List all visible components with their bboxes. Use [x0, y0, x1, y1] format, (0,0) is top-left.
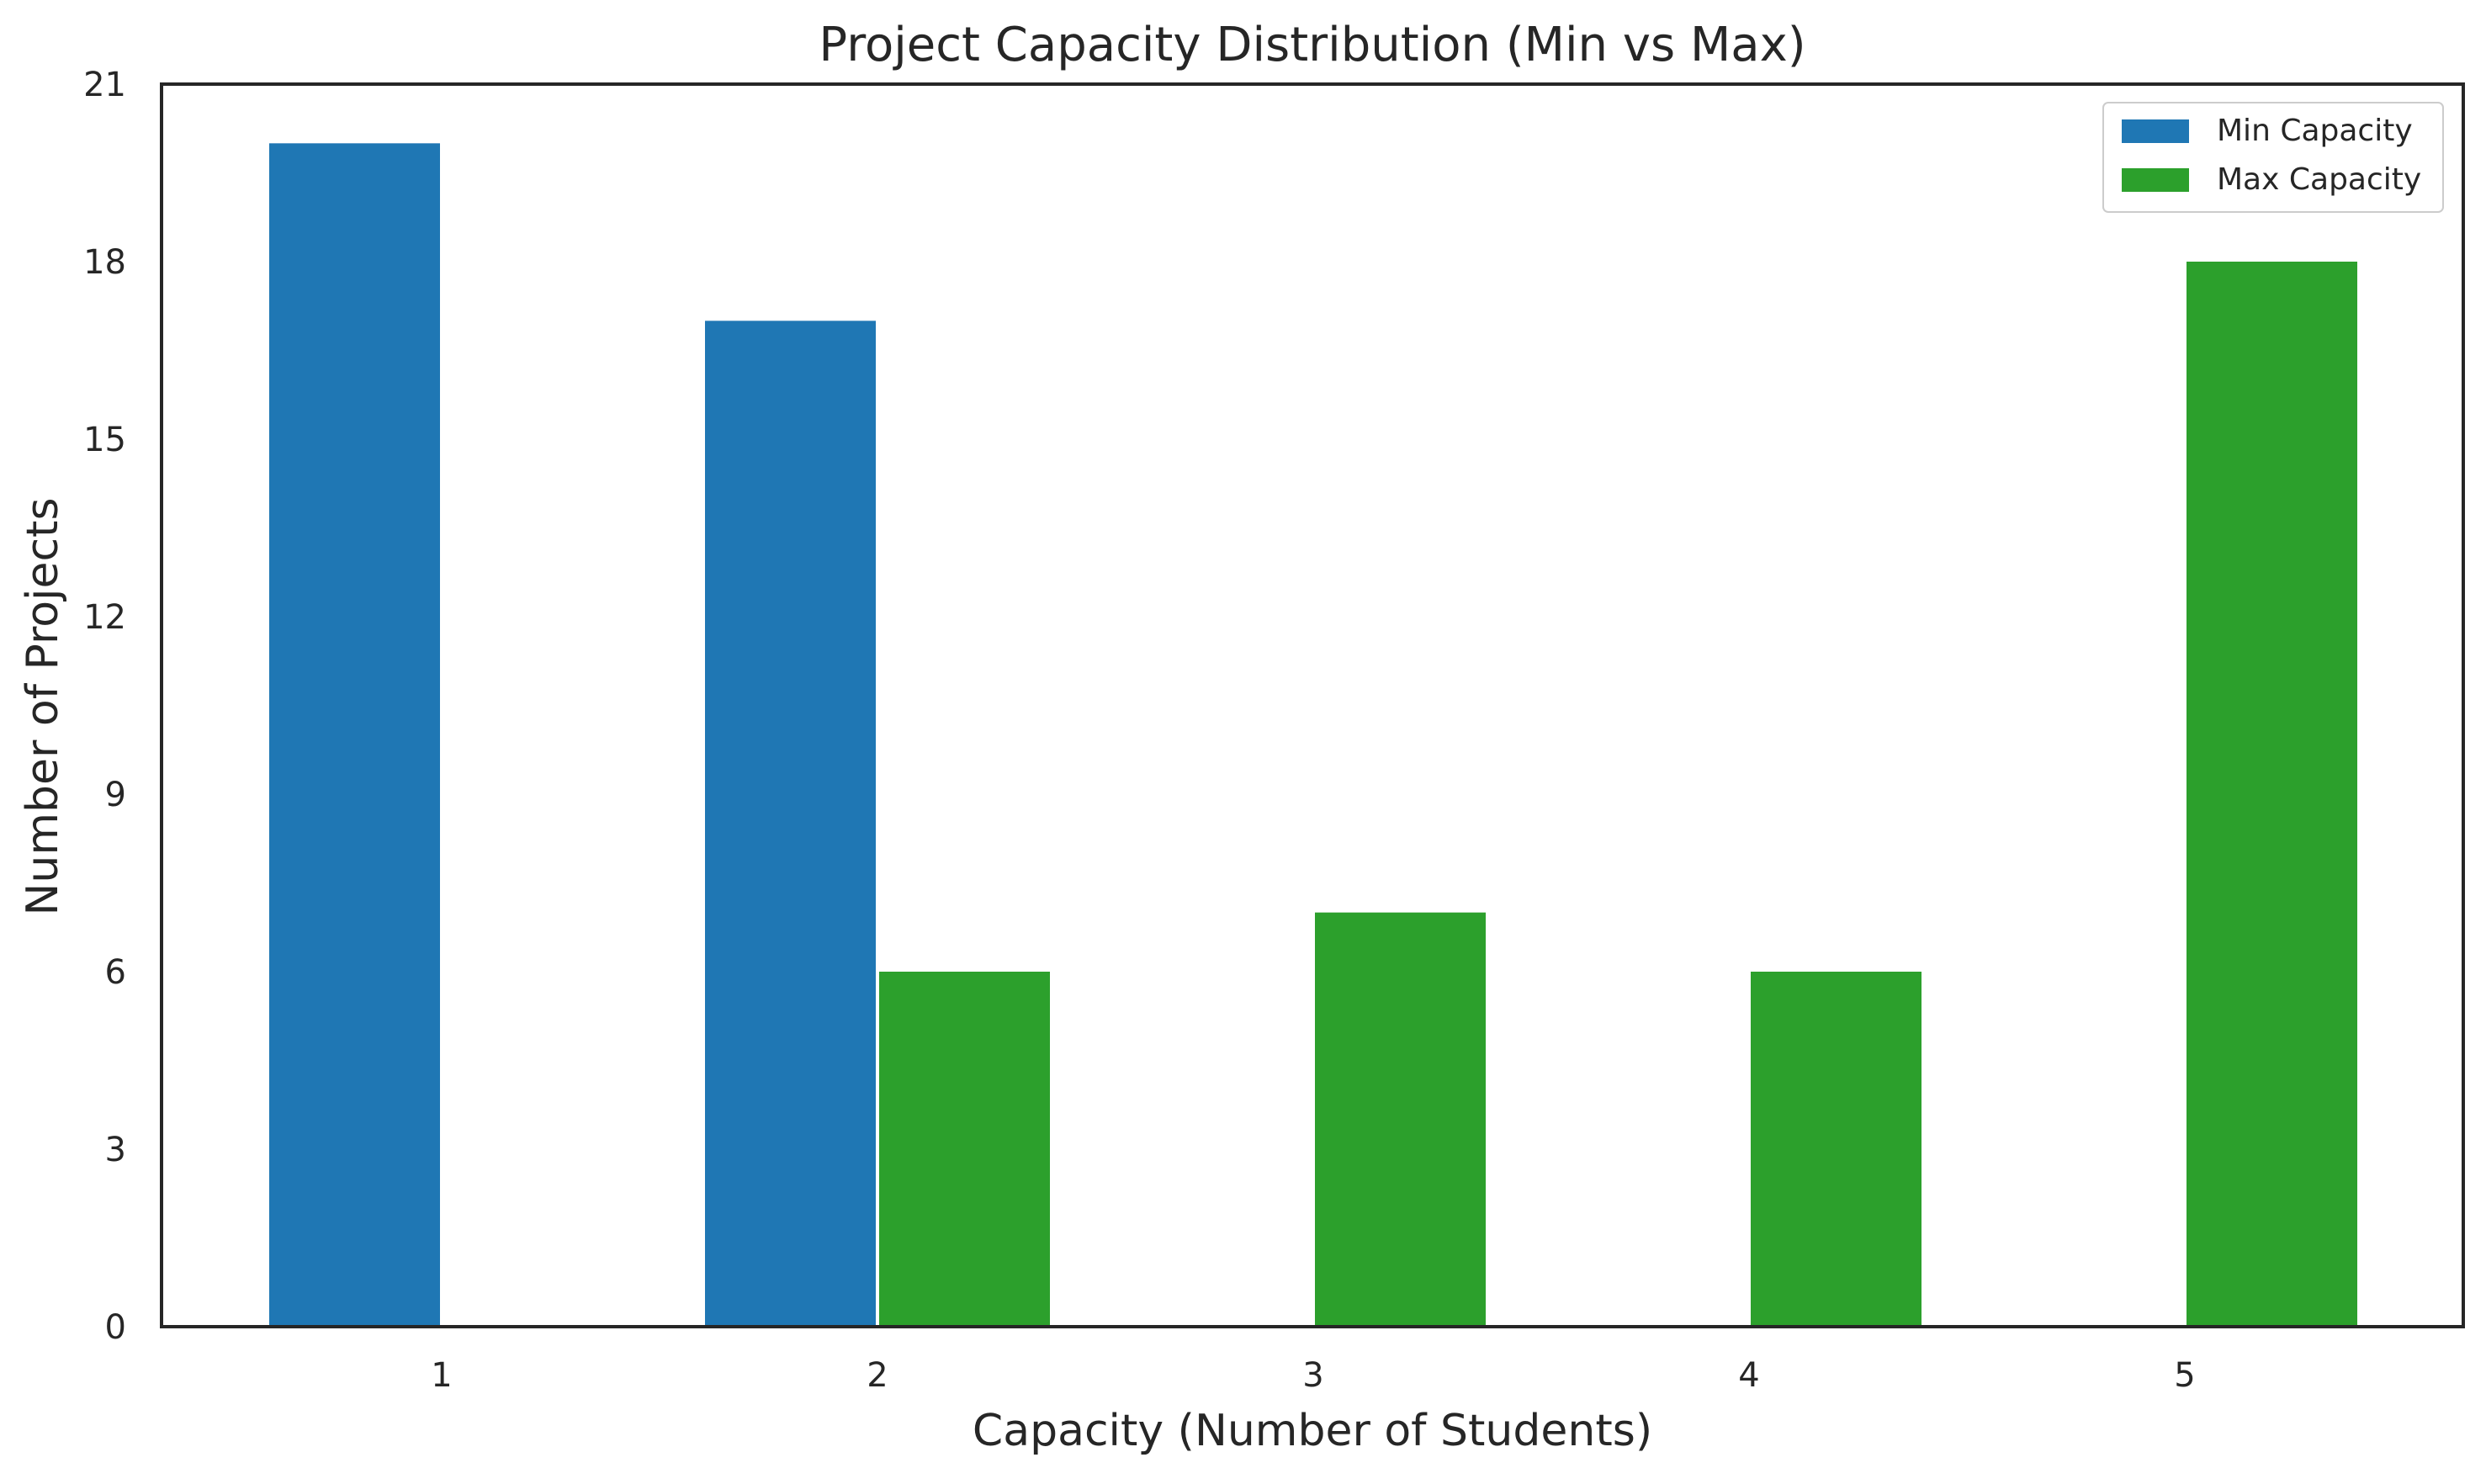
- x-tick-label: 5: [2174, 1356, 2195, 1395]
- axes-frame: [160, 82, 2465, 1328]
- y-tick-label: 3: [105, 1131, 126, 1169]
- x-axis-label: Capacity (Number of Students): [973, 1406, 1652, 1456]
- bar-max-capacity-3: [1315, 912, 1486, 1327]
- legend-swatch: [2122, 119, 2189, 143]
- legend-label: Min Capacity: [2217, 114, 2413, 148]
- legend-label: Max Capacity: [2217, 162, 2421, 197]
- y-tick-label: 18: [83, 243, 126, 282]
- y-tick-label: 12: [83, 598, 126, 637]
- y-tick-label: 15: [83, 421, 126, 459]
- plot-background: [162, 84, 2463, 1327]
- y-axis-ticks: 0 3 6 9 12 15 18 21: [83, 66, 126, 1347]
- y-tick-label: 9: [105, 776, 126, 814]
- legend-swatch: [2122, 168, 2189, 192]
- bar-max-capacity-5: [2187, 262, 2357, 1327]
- bar-min-capacity-2: [705, 321, 876, 1327]
- bar-max-capacity-2: [879, 972, 1050, 1327]
- bar-min-capacity-1: [269, 143, 440, 1327]
- plot-area: [162, 84, 2463, 1327]
- x-tick-label: 4: [1738, 1356, 1759, 1395]
- x-tick-label: 3: [1302, 1356, 1323, 1395]
- y-tick-label: 21: [83, 66, 126, 104]
- legend: Min Capacity Max Capacity: [2102, 102, 2444, 213]
- chart-title: Project Capacity Distribution (Min vs Ma…: [819, 18, 1805, 72]
- x-axis-ticks: 1 2 3 4 5: [431, 1356, 2195, 1395]
- bars-group: [269, 143, 2357, 1327]
- y-tick-label: 0: [105, 1308, 126, 1347]
- y-tick-label: 6: [105, 953, 126, 992]
- bar-max-capacity-4: [1751, 972, 1921, 1327]
- y-axis-label: Number of Projects: [18, 497, 68, 915]
- x-tick-label: 2: [867, 1356, 888, 1395]
- x-tick-label: 1: [431, 1356, 452, 1395]
